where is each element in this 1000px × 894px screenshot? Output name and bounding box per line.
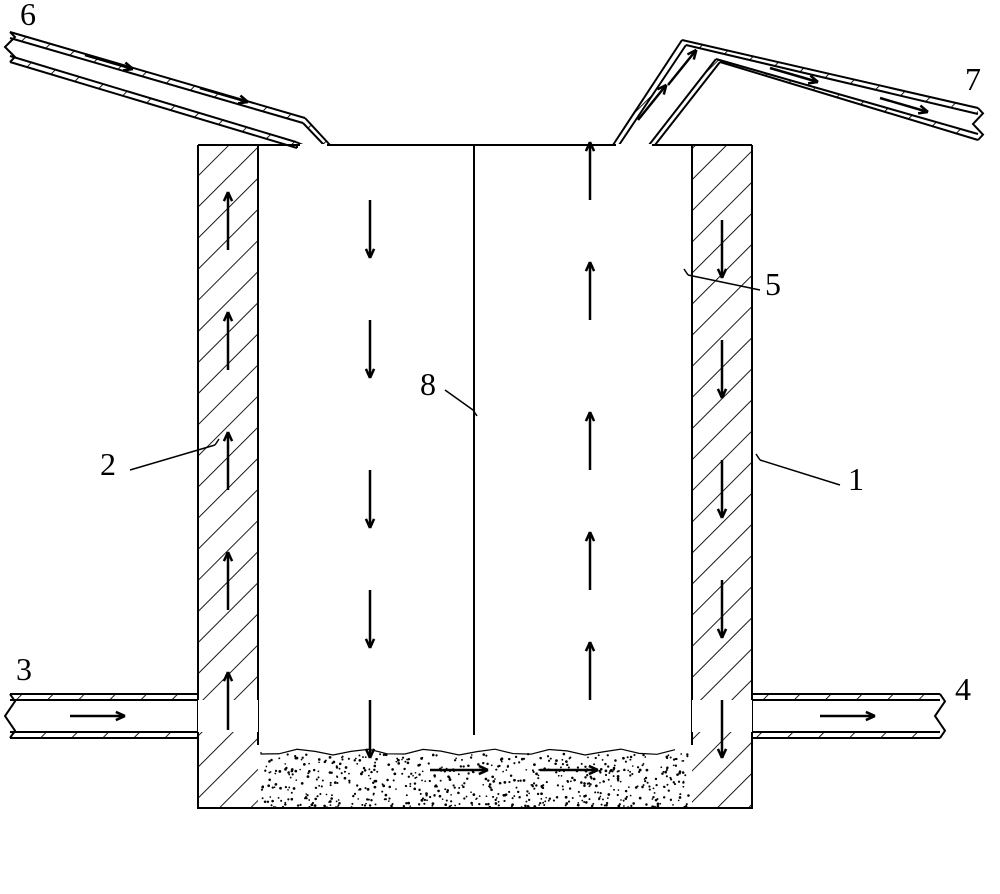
label-8: 8 [420,366,436,402]
label-1: 1 [848,461,864,497]
label-7: 7 [965,61,981,97]
label-2: 2 [100,446,116,482]
label-5: 5 [765,266,781,302]
label-6: 6 [20,0,36,32]
technical-diagram: 1 2 3 4 5 6 7 8 [0,0,1000,894]
label-3: 3 [16,651,32,687]
label-4: 4 [955,671,971,707]
